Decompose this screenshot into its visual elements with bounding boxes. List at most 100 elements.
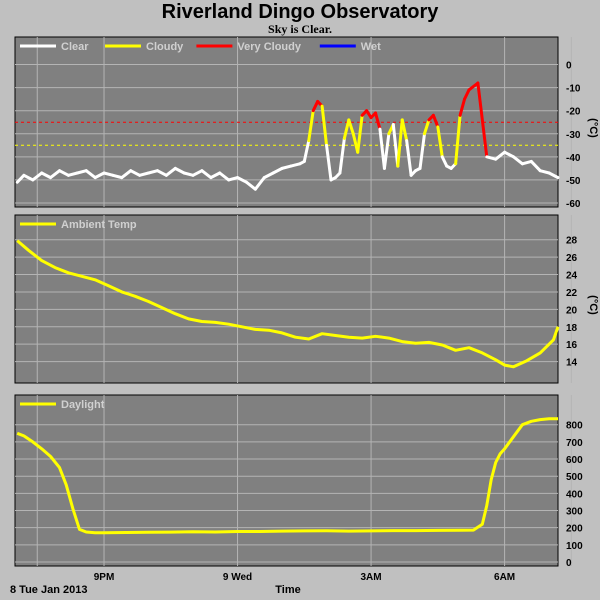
y-tick-label: -30 <box>566 130 581 141</box>
series-segment <box>147 169 159 175</box>
series-segment <box>458 97 467 117</box>
series-segment <box>93 171 106 180</box>
series-segment <box>320 104 329 147</box>
series-segment <box>75 169 88 175</box>
y-tick-label: -10 <box>566 84 581 95</box>
plot-area <box>14 394 559 567</box>
y-tick-label: 0 <box>566 558 572 569</box>
series-segment <box>66 171 79 177</box>
series-segment <box>280 164 293 170</box>
y-tick-label: 200 <box>566 524 583 535</box>
series-segment <box>173 166 186 175</box>
y-tick-label: -20 <box>566 107 581 118</box>
series-segment <box>138 171 151 177</box>
series-segment <box>400 118 409 143</box>
series-segment <box>440 155 449 168</box>
series-segment <box>120 169 133 180</box>
series-segment <box>529 159 542 173</box>
series-segment <box>200 169 213 180</box>
y-tick-label: -40 <box>566 153 581 164</box>
series-segment <box>129 169 142 177</box>
series-segment <box>22 173 35 182</box>
series-segment <box>84 169 97 180</box>
series-segment <box>209 171 222 180</box>
series-segment <box>436 125 444 159</box>
series-segment <box>422 118 431 136</box>
x-tick-label: 3AM <box>361 572 382 583</box>
series-segment <box>253 176 266 191</box>
series-segment <box>271 166 284 175</box>
y-tick-label: 100 <box>566 541 583 552</box>
y-tick-label: 400 <box>566 489 583 500</box>
series-segment <box>338 136 346 175</box>
series-segment <box>236 176 248 184</box>
series-segment <box>396 118 404 168</box>
x-tick-label: 9PM <box>94 572 115 583</box>
sky-temp-panel: 0 -10 -20 -30 -40 -50 -60 (°C) Clear Cloudy Very C… <box>14 36 599 210</box>
x-tick-label: 6AM <box>494 572 515 583</box>
x-tick-label: 9 Wed <box>223 572 252 583</box>
series-segment <box>520 159 533 166</box>
series-segment <box>485 155 498 161</box>
y-tick-label: 28 <box>566 236 578 247</box>
legend-label: Very Cloudy <box>237 41 301 53</box>
series-segment <box>102 171 115 177</box>
series-segment <box>227 176 240 182</box>
date-label: 8 Tue Jan 2013 <box>10 584 87 596</box>
series-segment <box>262 171 275 180</box>
legend-label: Daylight <box>61 399 105 411</box>
series-segment <box>356 113 364 154</box>
legend-label: Cloudy <box>146 41 184 53</box>
y-tick-label: 16 <box>566 340 578 351</box>
y-tick-label: 300 <box>566 507 583 518</box>
series-segment <box>218 171 231 182</box>
y-tick-label: 0 <box>566 61 572 72</box>
series-segment <box>538 169 551 175</box>
daylight-panel: 0 100 200 300 400 500 600 700 800 Daylight <box>14 394 583 569</box>
series-segment <box>467 81 480 92</box>
sky-status-subtitle: Sky is Clear. <box>268 22 332 36</box>
series-segment <box>302 139 311 163</box>
series-segment <box>191 169 204 177</box>
y-tick-label: 18 <box>566 323 578 334</box>
legend-label: Wet <box>361 41 381 53</box>
series-segment <box>418 132 426 170</box>
y-tick-label: 26 <box>566 253 578 264</box>
y-tick-label: 700 <box>566 438 583 449</box>
legend-label: Ambient Temp <box>61 219 137 231</box>
series-segment <box>476 81 489 159</box>
legend-label: Clear <box>61 41 89 53</box>
time-axis: 8 Tue Jan 2013 Time 9PM 9 Wed 3AM 6AM <box>10 572 515 596</box>
y-tick-label: 600 <box>566 455 583 466</box>
y-tick-label: 24 <box>566 271 578 282</box>
series-segment <box>431 113 440 129</box>
series-line <box>16 417 558 535</box>
series-segment <box>15 173 26 184</box>
y-tick-label: 500 <box>566 472 583 483</box>
series-segment <box>382 132 391 170</box>
series-segment <box>31 171 44 182</box>
series-segment <box>325 143 333 182</box>
series-segment <box>58 169 70 177</box>
y-axis-label: (°C) <box>587 118 599 138</box>
y-tick-label: 20 <box>566 305 578 316</box>
series-segment <box>454 113 462 166</box>
series-segment <box>164 166 177 177</box>
series-segment <box>503 150 515 159</box>
series-segment <box>494 150 507 161</box>
series-segment <box>374 111 382 131</box>
y-tick-label: 14 <box>566 358 578 369</box>
series-segment <box>463 88 471 101</box>
series-segment <box>405 139 413 177</box>
series-segment <box>307 109 315 143</box>
y-axis-label: (°C) <box>587 295 599 315</box>
series-segment <box>155 169 168 177</box>
series-segment <box>347 118 355 136</box>
series-segment <box>547 171 560 180</box>
series-segment <box>378 127 386 170</box>
y-tick-label: -50 <box>566 176 581 187</box>
series-segment <box>182 171 195 177</box>
page-title: Riverland Dingo Observatory <box>161 1 439 23</box>
series-line <box>16 239 560 369</box>
